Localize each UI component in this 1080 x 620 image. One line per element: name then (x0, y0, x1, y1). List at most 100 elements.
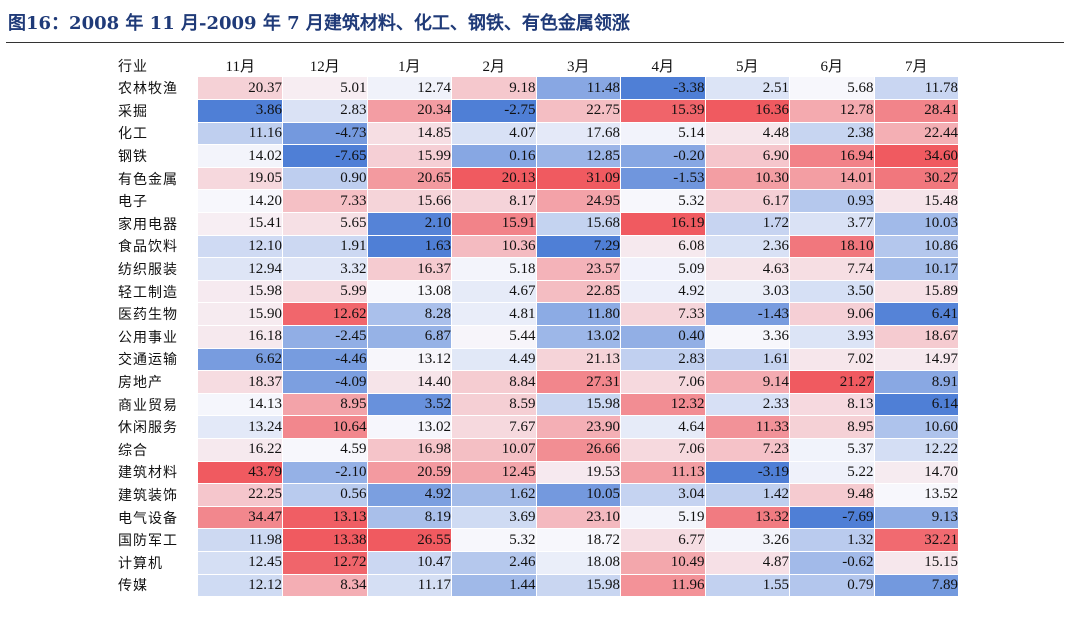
heatmap-cell: 8.17 (451, 189, 537, 214)
heatmap-cell: 27.31 (536, 370, 621, 394)
heatmap-cell: 4.67 (451, 280, 537, 304)
heatmap-cell: 10.30 (705, 167, 790, 191)
heatmap-cell: 1.42 (705, 483, 790, 507)
row-label-industry: 建筑装饰 (118, 487, 178, 504)
heatmap-cell: -2.75 (451, 99, 537, 123)
heatmap-cell: 12.74 (367, 77, 452, 101)
row-label-industry: 有色金属 (118, 171, 178, 188)
heatmap-row: 国防军工 11.98 13.38 26.55 5.32 18.72 6.77 3.26 1.32… (118, 528, 959, 552)
heatmap-row: 公用事业 16.18 -2.45 6.87 5.44 13.02 0.40 3.36 3.93 1… (118, 325, 959, 349)
heatmap-cell: 18.10 (789, 235, 875, 259)
heatmap-cell: 15.15 (874, 551, 959, 575)
heatmap-cell: 0.56 (282, 483, 368, 507)
heatmap-cell: 16.19 (620, 212, 706, 236)
heatmap-cell: -3.19 (705, 461, 790, 485)
column-header-month: 3月 (566, 59, 590, 75)
heatmap-cell: 1.32 (789, 528, 875, 552)
heatmap-cell: 4.92 (620, 280, 706, 304)
heatmap-row: 电气设备 34.47 13.13 8.19 3.69 23.10 5.19 13.32 -7.6… (118, 506, 959, 530)
heatmap-cell: 13.38 (282, 528, 368, 552)
heatmap-cell: 22.85 (536, 280, 621, 304)
heatmap-cell: 13.12 (367, 348, 452, 372)
heatmap-cell: 12.72 (282, 551, 368, 575)
heatmap-cell: 4.87 (705, 551, 790, 575)
heatmap-cell: 21.13 (536, 348, 621, 372)
heatmap-cell: 18.72 (536, 528, 621, 552)
heatmap-cell: 2.10 (367, 212, 452, 236)
heatmap-row: 建筑材料 43.79 -2.10 20.59 12.45 19.53 11.13 -3.19 5… (118, 461, 959, 485)
heatmap-cell: 4.64 (620, 415, 706, 439)
heatmap-cell: 9.06 (789, 302, 875, 327)
heatmap-cell: 14.01 (789, 167, 875, 191)
heatmap-cell: 7.02 (789, 348, 875, 372)
heatmap-cell: 0.16 (451, 144, 537, 168)
row-label-industry: 家用电器 (118, 216, 178, 233)
heatmap-row: 电子 14.20 7.33 15.66 8.17 24.95 5.32 6.17 0.93 15.… (118, 189, 959, 214)
row-label-industry: 商业贸易 (118, 397, 178, 414)
heatmap-cell: 15.90 (198, 302, 283, 327)
heatmap-row: 医药生物 15.90 12.62 8.28 4.81 11.80 7.33 -1.43 9.06… (118, 302, 959, 327)
heatmap-cell: 4.07 (451, 122, 537, 146)
row-label-industry: 休闲服务 (118, 420, 178, 437)
heatmap-cell: 0.79 (789, 574, 875, 598)
heatmap-cell: 32.21 (874, 528, 959, 552)
column-header-month: 12月 (309, 59, 340, 75)
heatmap-cell: 6.77 (620, 528, 706, 552)
heatmap-cell: 12.45 (451, 461, 537, 485)
heatmap-cell: 13.52 (874, 483, 959, 507)
heatmap-cell: 16.36 (705, 99, 790, 123)
heatmap-row: 农林牧渔 20.37 5.01 12.74 9.18 11.48 -3.38 2.51 5.68… (118, 77, 959, 101)
heatmap-cell: 8.13 (789, 393, 875, 417)
heatmap-cell: 16.22 (198, 438, 283, 462)
row-label-industry: 电气设备 (118, 510, 178, 527)
heatmap-cell: 3.93 (789, 325, 875, 349)
heatmap-cell: -2.45 (282, 325, 368, 349)
heatmap-cell: 10.36 (451, 235, 537, 259)
heatmap-cell: 6.14 (874, 393, 959, 417)
heatmap-cell: 10.86 (874, 235, 959, 259)
heatmap-cell: 12.45 (198, 551, 283, 575)
heatmap-cell: 3.52 (367, 393, 452, 417)
heatmap-cell: 4.92 (367, 483, 452, 507)
heatmap-cell: 15.91 (451, 212, 537, 236)
heatmap-cell: 16.18 (198, 325, 283, 349)
heatmap-cell: 9.14 (705, 370, 790, 394)
heatmap-cell: 6.08 (620, 235, 706, 259)
heatmap-cell: 1.72 (705, 212, 790, 236)
heatmap-cell: 11.78 (874, 77, 959, 101)
heatmap-cell: -1.53 (620, 167, 706, 191)
heatmap-cell: -7.69 (789, 506, 875, 530)
heatmap-cell: 3.86 (198, 99, 283, 123)
row-label-industry: 综合 (118, 442, 148, 459)
heatmap-cell: 3.36 (705, 325, 790, 349)
heatmap-cell: 15.98 (536, 393, 621, 417)
heatmap-cell: -0.62 (789, 551, 875, 575)
heatmap-cell: 1.63 (367, 235, 452, 259)
heatmap-cell: 15.39 (620, 99, 706, 123)
heatmap-cell: -4.46 (282, 348, 368, 372)
column-header-month: 7月 (904, 59, 928, 75)
heatmap-cell: 8.95 (789, 415, 875, 439)
heatmap-cell: 17.68 (536, 122, 621, 146)
heatmap-cell: 14.02 (198, 144, 283, 168)
heatmap-cell: 7.67 (451, 415, 537, 439)
heatmap-cell: 5.09 (620, 257, 706, 281)
heatmap-cell: 13.08 (367, 280, 452, 304)
heatmap-row: 休闲服务 13.24 10.64 13.02 7.67 23.90 4.64 11.33 8.9… (118, 415, 959, 439)
heatmap-cell: 7.33 (282, 189, 368, 214)
heatmap-cell: 4.63 (705, 257, 790, 281)
heatmap-cell: 15.48 (874, 189, 959, 214)
heatmap-row: 家用电器 15.41 5.65 2.10 15.91 15.68 16.19 1.72 3.77… (118, 212, 959, 236)
row-header-label: 行业 (118, 59, 148, 75)
column-header-month: 5月 (735, 59, 759, 75)
heatmap-cell: 5.68 (789, 77, 875, 101)
heatmap-cell: 13.24 (198, 415, 283, 439)
heatmap-cell: 13.02 (536, 325, 621, 349)
heatmap-cell: 12.78 (789, 99, 875, 123)
heatmap-cell: 10.07 (451, 438, 537, 462)
heatmap-cell: -7.65 (282, 144, 368, 168)
heatmap-cell: 10.03 (874, 212, 959, 236)
heatmap-cell: 13.13 (282, 506, 368, 530)
heatmap-cell: 3.77 (789, 212, 875, 236)
heatmap-cell: 12.10 (198, 235, 283, 259)
